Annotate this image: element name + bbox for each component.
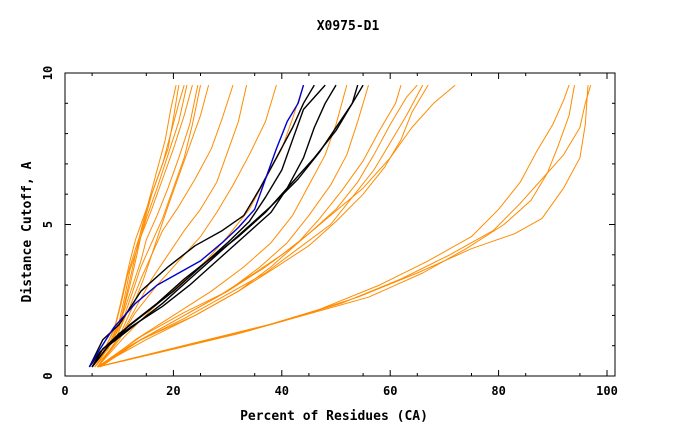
series-line-orange bbox=[97, 85, 589, 368]
series-line-orange bbox=[91, 84, 188, 368]
series-line-orange bbox=[97, 84, 424, 368]
series-line-orange bbox=[97, 84, 456, 368]
series-line-orange bbox=[99, 84, 429, 368]
series-line-black bbox=[91, 84, 337, 368]
x-tick-label: 60 bbox=[383, 384, 397, 398]
series-line-black bbox=[91, 84, 359, 368]
series-line-orange bbox=[97, 84, 234, 368]
chart-title: X0975-D1 bbox=[317, 19, 380, 34]
series-layer bbox=[88, 84, 592, 368]
plot-frame bbox=[64, 72, 616, 377]
x-tick-label: 80 bbox=[491, 384, 505, 398]
x-axis: 0 20 40 60 80 100 bbox=[61, 73, 618, 398]
y-tick-label: 0 bbox=[41, 372, 55, 379]
y-tick-label: 5 bbox=[41, 221, 55, 228]
series-line-orange bbox=[94, 84, 210, 368]
x-tick-label: 20 bbox=[166, 384, 180, 398]
x-tick-label: 0 bbox=[61, 384, 68, 398]
series-line-blue bbox=[88, 84, 305, 368]
series-line-orange bbox=[94, 84, 199, 368]
x-tick-label: 100 bbox=[596, 384, 618, 398]
series-line-orange bbox=[99, 84, 348, 368]
series-line-black bbox=[88, 84, 326, 368]
series-line-orange bbox=[91, 84, 185, 368]
series-line-black bbox=[88, 84, 315, 368]
series-line-orange bbox=[97, 84, 570, 368]
series-line-black bbox=[91, 84, 364, 368]
x-axis-label: Percent of Residues (CA) bbox=[240, 409, 428, 424]
x-tick-label: 40 bbox=[275, 384, 289, 398]
series-line-orange bbox=[97, 84, 248, 368]
series-line-orange bbox=[94, 84, 201, 368]
y-tick-label: 10 bbox=[41, 66, 55, 80]
y-axis-label: Distance Cutoff, A bbox=[20, 161, 35, 302]
series-line-orange bbox=[91, 84, 177, 368]
y-axis: 0 5 10 bbox=[41, 66, 615, 380]
series-line-orange bbox=[97, 84, 277, 368]
